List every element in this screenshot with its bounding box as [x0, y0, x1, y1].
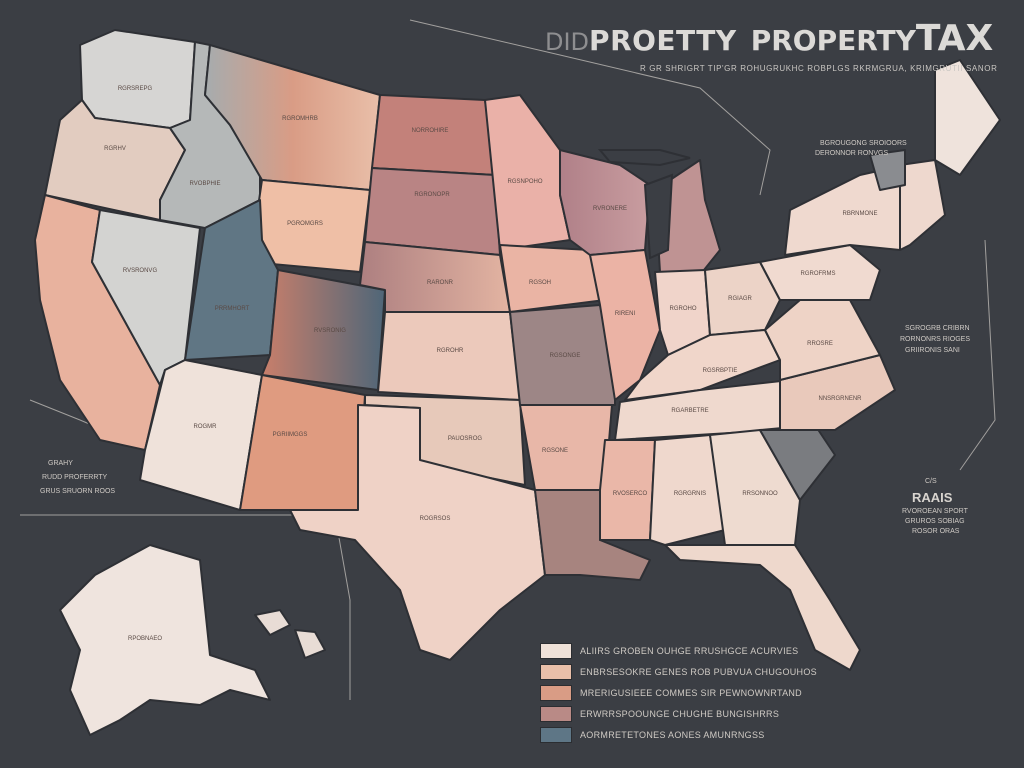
state-label-co: RVSRONIG [314, 328, 346, 334]
state-label-ak: RPOBNAEO [128, 636, 162, 642]
legend-swatch [540, 642, 572, 659]
state-ak [59, 544, 271, 736]
legend-label: ENBRSESOKRE GENES ROB PUBVUA CHUGOUHOS [580, 666, 817, 677]
state-label-ny: RBRNMONE [842, 211, 877, 217]
state-label-wa: RGRSREPG [118, 86, 153, 92]
state-label-nc: NNSRGRNENR [818, 396, 862, 402]
right-note-3: SGROGRB CRIBRN [905, 325, 970, 332]
state-label-ia: RGSOH [529, 280, 551, 286]
side-note-left-2: RUDD PROFERRTY [42, 474, 108, 481]
decorative-lines [20, 19, 996, 700]
state-me [934, 59, 1001, 176]
right-note-4: RORNONRS RIOGES [900, 336, 971, 343]
state-label-il: RIRENI [615, 311, 636, 317]
legend-item: ENBRSESOKRE GENES ROB PUBVUA CHUGOUHOS [540, 661, 817, 682]
state-tx [289, 404, 546, 661]
state-label-ut: PRRMHORT [215, 306, 250, 312]
state-label-nd: NORROHIRE [412, 128, 449, 134]
state-nd [371, 94, 496, 176]
state-hi-2 [294, 629, 326, 659]
state-label-oh: RGIAGR [728, 296, 752, 302]
state-ms [599, 439, 656, 541]
state-oh [704, 261, 781, 336]
state-label-sd: RGRONOPR [414, 192, 450, 198]
state-hi-1 [254, 609, 291, 636]
side-note-left-3: GRUS SRUORN ROOS [40, 488, 116, 495]
state-ga [709, 429, 801, 546]
side-note-left-1: GRAHY [48, 460, 73, 467]
legend-item: ERWRRSPOOUNGE CHUGHE BUNGISHRRS [540, 703, 817, 724]
map-subtitle: R GR SHRIGRT TIP'GR ROHUGRUKHC ROBPLGS R… [640, 64, 998, 73]
right-note-5: GRIIRONIS SANI [905, 347, 960, 354]
state-label-az: ROGMR [194, 424, 218, 430]
state-vt-nh [869, 149, 906, 191]
state-labels: RGRSREPG RGRHV RVSRONVG RVOBPHIE RGROMHRB PGR… [104, 86, 877, 642]
side-note-right-5: ROSOR ORAS [912, 528, 960, 535]
state-al [649, 434, 726, 546]
state-wa [79, 29, 196, 129]
legend-label: AORMRETETONES AONES AMUNRNGSS [580, 729, 765, 740]
legend-item: MRERIGUSIEEE COMMES SIR PEWNOWNRTAND [540, 682, 817, 703]
state-label-mt: RGROMHRB [282, 116, 318, 122]
great-lakes [597, 149, 691, 260]
state-label-ar: RGSONE [542, 448, 568, 454]
legend-label: ALIIRS GROBEN OUHGE RRUSHGCE ACURVIES [580, 645, 799, 656]
map-legend: ALIIRS GROBEN OUHGE RRUSHGCE ACURVIES EN… [540, 640, 817, 745]
side-note-right-3: RVOROEAN SPORT [902, 508, 968, 515]
state-label-nm: PGRIIMGGS [273, 432, 308, 438]
state-label-mn: RGSNPOHO [507, 179, 542, 185]
legend-label: ERWRRSPOOUNGE CHUGHE BUNGISHRRS [580, 708, 780, 719]
state-label-nv: RVSRONVG [123, 268, 158, 274]
state-label-mo: RGSONGE [550, 353, 581, 359]
legend-swatch [540, 705, 572, 722]
state-shapes [34, 29, 1001, 736]
state-label-va: RROSRE [807, 341, 833, 347]
title-word-3: TAX [915, 18, 994, 59]
side-note-right-4: GRUROS SOBIAG [905, 518, 965, 525]
map-title: DIDPROETTY PROPERTYTAX [545, 18, 993, 59]
state-label-tn: RGARBETRE [671, 408, 708, 414]
state-nm [239, 374, 366, 511]
legend-label: MRERIGUSIEEE COMMES SIR PEWNOWNRTAND [580, 687, 802, 698]
state-label-ga: RRSONNOO [742, 491, 778, 497]
title-word-2: PROPERTY [750, 24, 916, 57]
state-wi [559, 149, 651, 256]
state-label-tx: ROGRSOS [420, 516, 451, 522]
state-label-ne: RARONR [427, 280, 454, 286]
state-label-ms: RVOSERCO [613, 491, 648, 497]
state-label-id: RVOBPHIE [190, 181, 221, 187]
state-label-pa: RGROFRMS [801, 271, 836, 277]
state-label-al: RGRGRNIS [674, 491, 706, 497]
state-label-or: RGRHV [104, 146, 126, 152]
right-note-2: DERONNOR RONVGS [815, 150, 889, 157]
state-label-ok: PAUOSROG [448, 436, 483, 442]
state-label-ks: RGROHR [437, 348, 464, 354]
state-label-wi: RVRONERE [593, 206, 627, 212]
state-ks [377, 311, 521, 401]
title-word-1: PROETTY [589, 24, 737, 57]
legend-swatch [540, 684, 572, 701]
state-label-wy: PGROMGRS [287, 221, 323, 227]
legend-swatch [540, 663, 572, 680]
state-new-england [899, 159, 946, 251]
legend-swatch [540, 726, 572, 743]
state-sd [364, 167, 501, 256]
side-note-right-1: C/S [925, 478, 937, 485]
right-note-1: BGROUGONG SROIOORS [820, 140, 907, 147]
state-fl [664, 544, 861, 671]
state-label-in: RGROHO [670, 306, 697, 312]
legend-item: AORMRETETONES AONES AMUNRNGSS [540, 724, 817, 745]
legend-item: ALIIRS GROBEN OUHGE RRUSHGCE ACURVIES [540, 640, 817, 661]
state-label-ky: RGSRBPTIE [703, 368, 738, 374]
side-note-right-2: RAAIS [912, 490, 953, 505]
title-prefix: DID [545, 28, 590, 56]
